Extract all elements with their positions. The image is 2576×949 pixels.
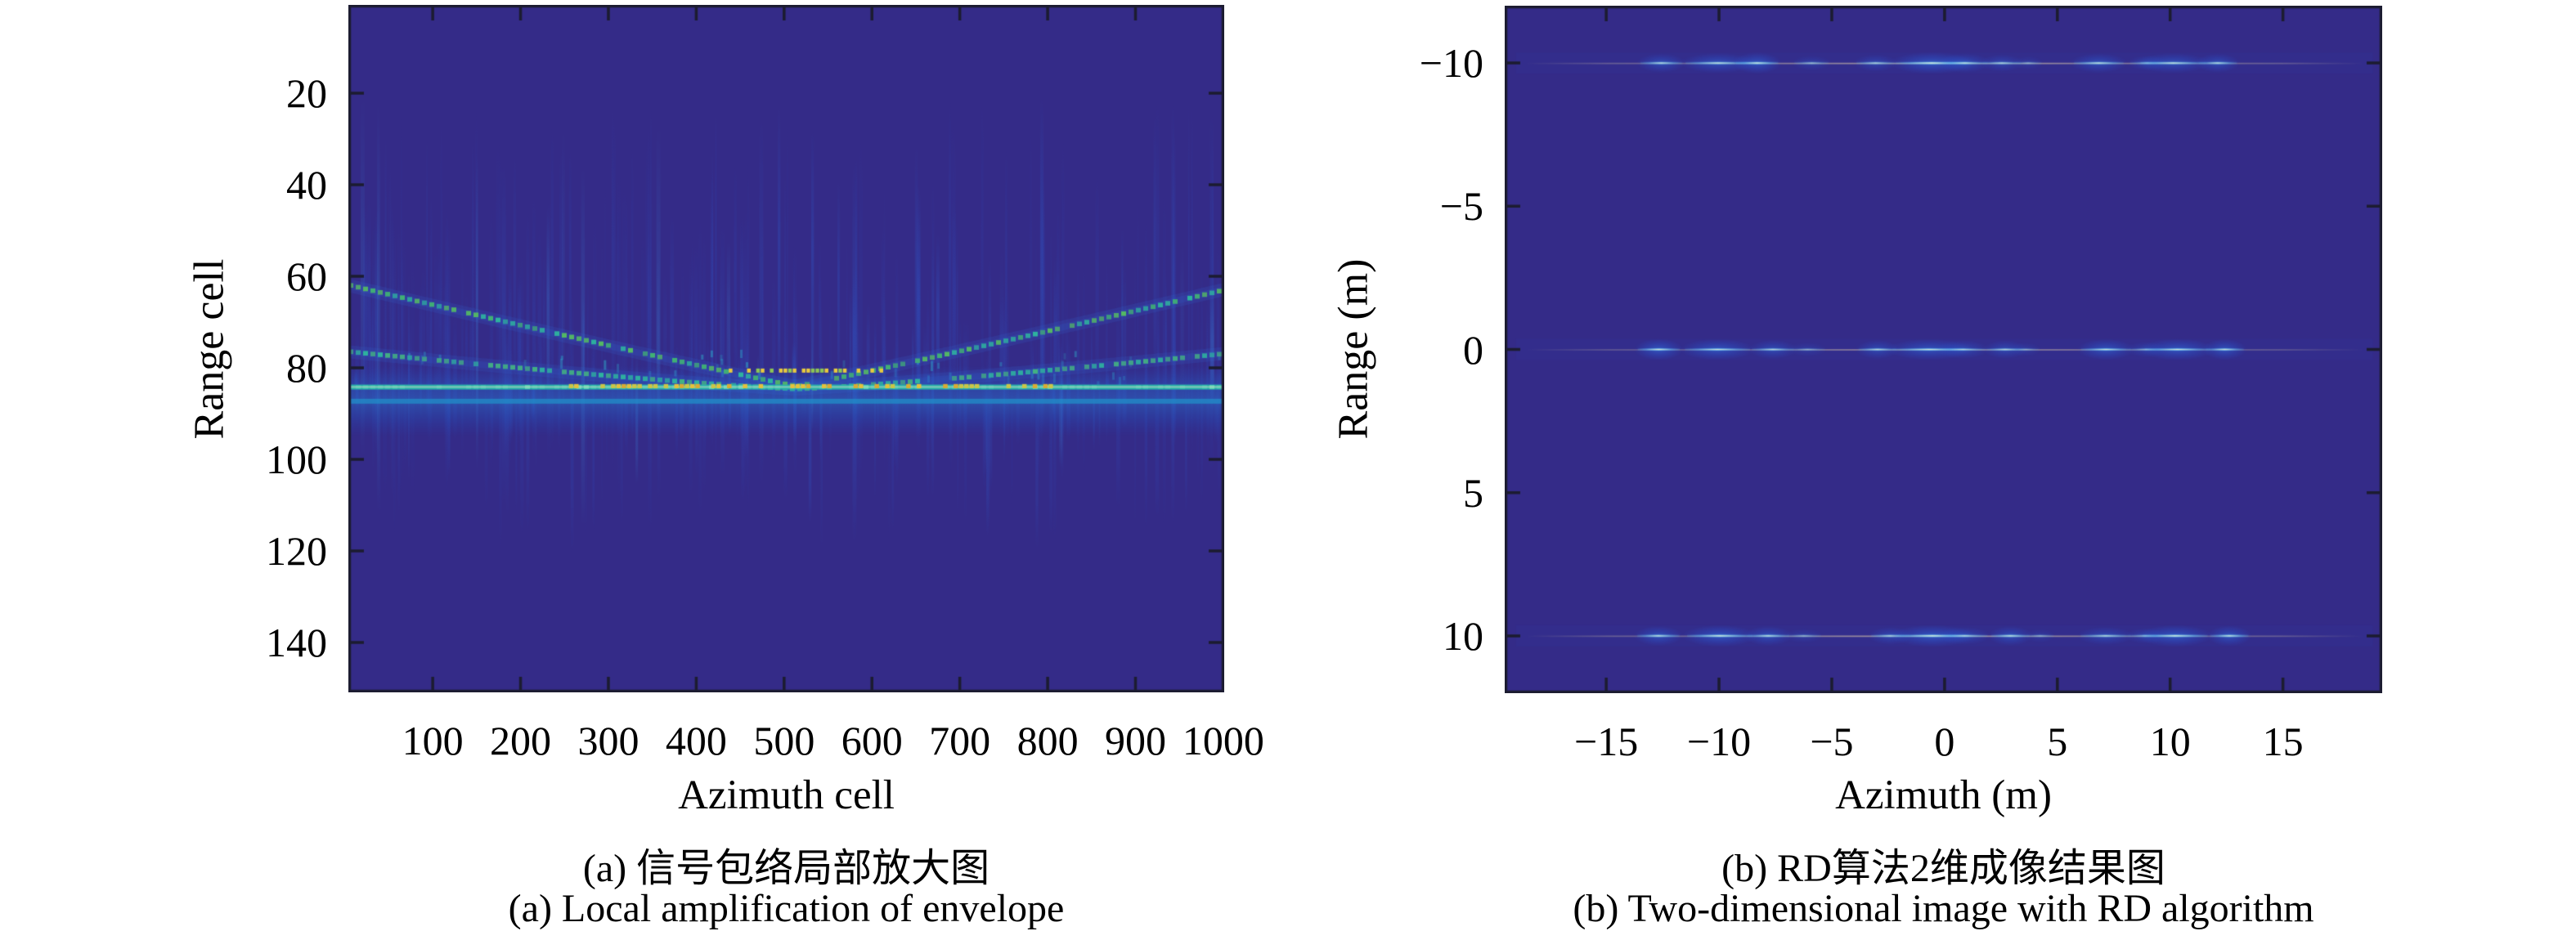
x-tick-label: 1000 xyxy=(1182,718,1264,763)
x-tick-label: 5 xyxy=(2047,718,2068,764)
y-tick-label: 140 xyxy=(266,619,327,665)
panel-a-heatmap xyxy=(348,5,1224,692)
panel-b-x-axis-label: Azimuth (m) xyxy=(1835,772,2052,818)
y-tick-label: 80 xyxy=(286,345,327,392)
panel-a-caption-english: (a) Local amplification of envelope xyxy=(508,887,1065,930)
panel-a-y-axis-label: Range cell xyxy=(186,258,233,440)
x-tick-label: 400 xyxy=(665,718,727,763)
x-tick-label: −15 xyxy=(1574,718,1639,764)
panel-b-heatmap xyxy=(1505,6,2382,693)
y-tick-label: 100 xyxy=(266,436,327,482)
y-tick-label: 0 xyxy=(1463,326,1483,373)
panel-a-x-axis-label: Azimuth cell xyxy=(678,772,895,818)
y-tick-label: 10 xyxy=(1443,612,1483,659)
y-tick-label: −10 xyxy=(1419,40,1483,87)
x-tick-label: 10 xyxy=(2149,718,2191,764)
x-tick-label: 900 xyxy=(1105,718,1166,763)
panel-a-caption-chinese: (a) 信号包络局部放大图 xyxy=(582,847,990,890)
x-tick-label: −10 xyxy=(1686,718,1752,764)
y-tick-label: 5 xyxy=(1463,469,1483,516)
panel-b-y-axis-label: Range (m) xyxy=(1330,258,1377,440)
y-tick-label: 40 xyxy=(286,162,327,208)
x-tick-label: 100 xyxy=(402,718,464,763)
x-tick-label: 600 xyxy=(841,718,903,763)
x-tick-label: 200 xyxy=(490,718,552,763)
y-tick-label: 20 xyxy=(286,70,327,117)
x-tick-label: −5 xyxy=(1810,718,1854,764)
y-tick-label: 120 xyxy=(266,527,327,574)
x-tick-label: 0 xyxy=(1934,718,1955,764)
x-tick-label: 15 xyxy=(2262,718,2304,764)
x-tick-label: 500 xyxy=(753,718,815,763)
panel-b-caption-english: (b) Two-dimensional image with RD algori… xyxy=(1573,887,2314,930)
x-tick-label: 700 xyxy=(929,718,991,763)
x-tick-label: 800 xyxy=(1016,718,1079,763)
y-tick-label: −5 xyxy=(1439,183,1483,230)
y-tick-label: 60 xyxy=(286,253,327,300)
panel-b-caption-chinese: (b) RD算法2维成像结果图 xyxy=(1721,847,2165,890)
x-tick-label: 300 xyxy=(577,718,640,763)
